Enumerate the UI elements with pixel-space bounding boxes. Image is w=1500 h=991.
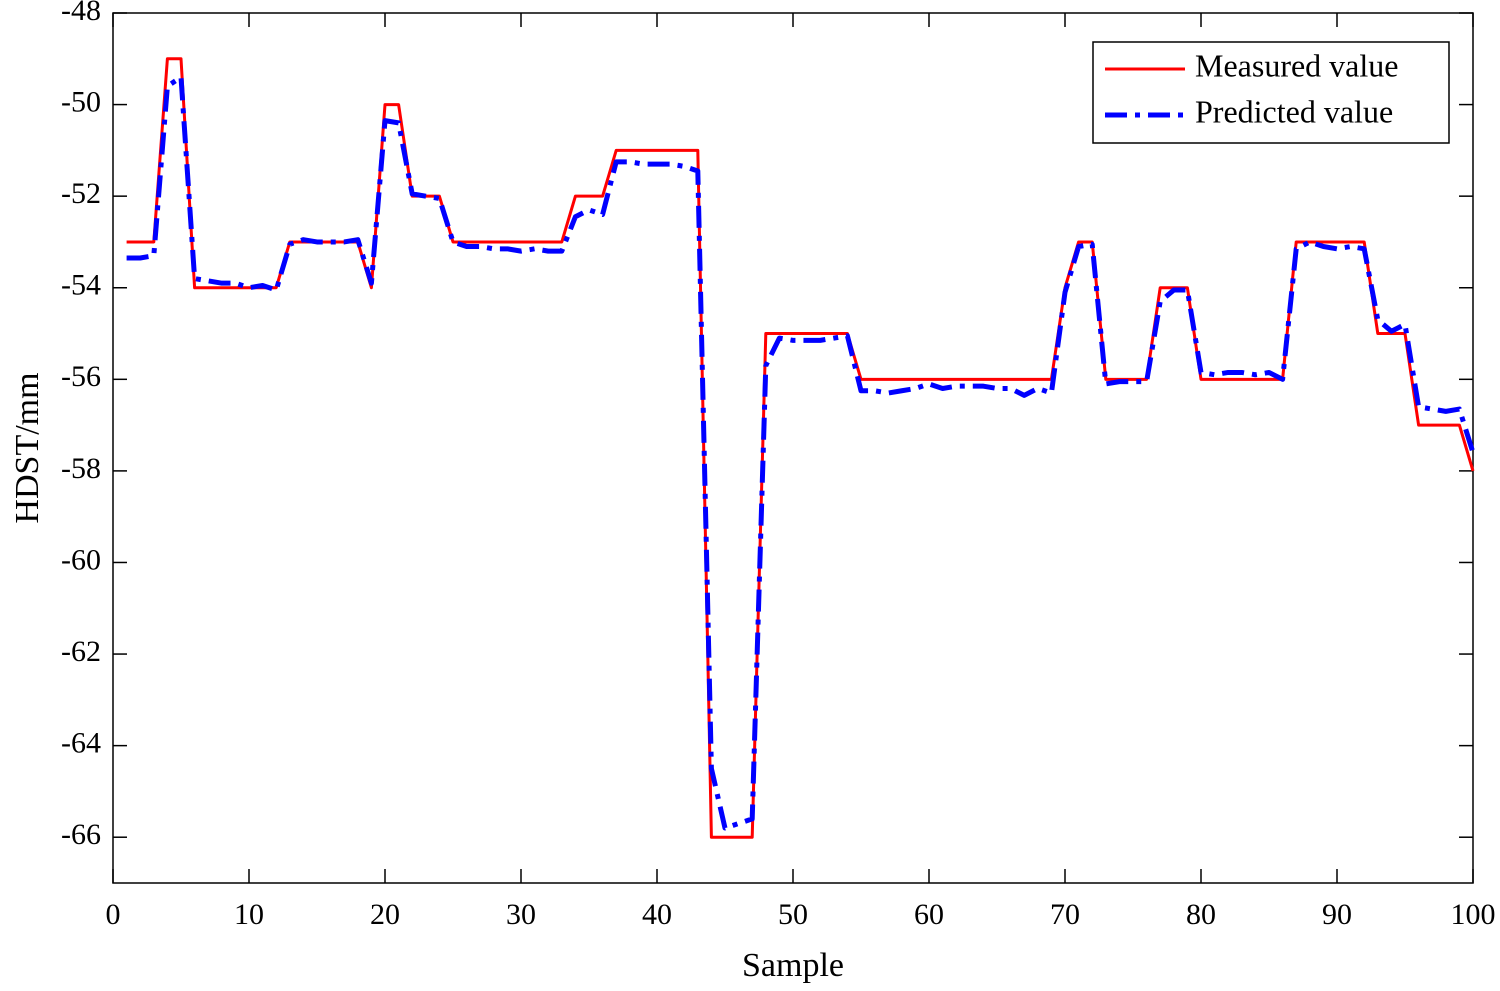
x-tick-label: 90 [1322, 898, 1352, 931]
x-tick-label: 50 [778, 898, 808, 931]
plot-frame [112, 12, 1474, 884]
x-tick-label: 80 [1186, 898, 1216, 931]
legend-box [1092, 41, 1450, 144]
y-tick-label: -52 [61, 177, 101, 210]
x-tick-label: 10 [234, 898, 264, 931]
y-tick-label: -48 [61, 0, 101, 27]
y-tick-label: -62 [61, 635, 101, 668]
y-tick-label: -64 [61, 727, 101, 760]
x-tick-label: 20 [370, 898, 400, 931]
y-tick-label: -66 [61, 818, 101, 851]
x-tick-label: 100 [1451, 898, 1496, 931]
legend-label: Measured value [1195, 47, 1398, 83]
x-tick-label: 30 [506, 898, 536, 931]
x-tick-label: 70 [1050, 898, 1080, 931]
y-tick-label: -54 [61, 269, 101, 302]
x-tick-label: 60 [914, 898, 944, 931]
x-axis-label: Sample [742, 947, 844, 984]
series-line [126, 74, 1476, 831]
y-tick-label: -50 [61, 85, 101, 118]
x-tick-label: 40 [642, 898, 672, 931]
y-tick-label: -58 [61, 452, 101, 485]
y-tick-label: -56 [61, 360, 101, 393]
y-axis-label: HDST/mm [9, 372, 46, 523]
legend-label: Predicted value [1195, 93, 1393, 129]
y-tick-label: -60 [61, 543, 101, 576]
x-tick-label: 0 [106, 898, 121, 931]
